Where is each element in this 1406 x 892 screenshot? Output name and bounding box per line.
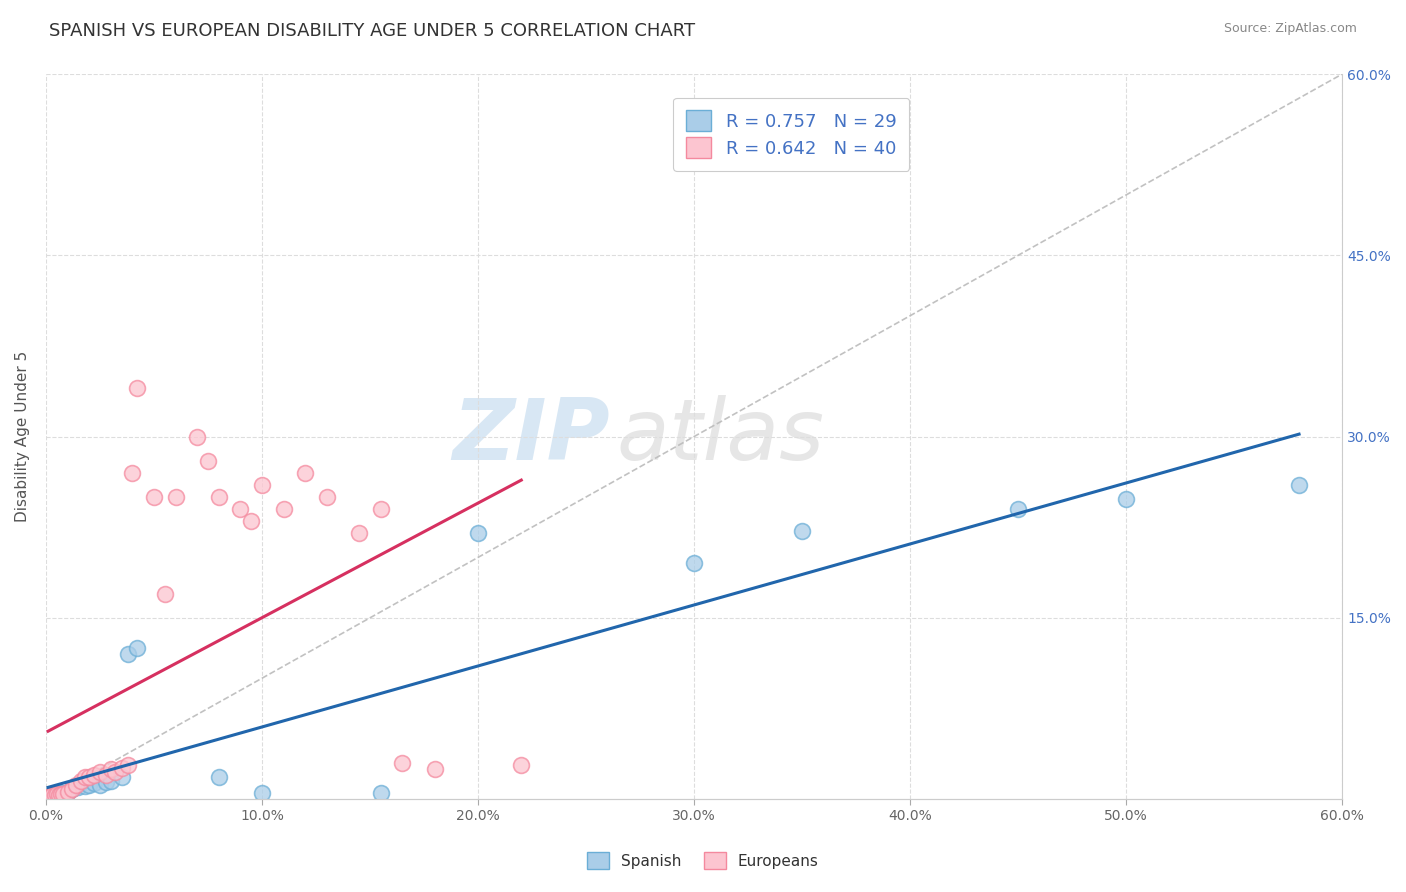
Point [39, 789, 62, 804]
Point [294, 466, 316, 480]
Point [65, 778, 87, 792]
Text: atlas: atlas [616, 395, 824, 478]
Point [39, 789, 62, 803]
Point [48, 789, 70, 803]
Point [69, 773, 91, 788]
Point [83, 768, 105, 782]
Point [315, 490, 337, 504]
Point [370, 786, 392, 800]
Point [683, 557, 706, 571]
Point [52, 787, 75, 801]
Point [273, 502, 295, 516]
Point [37, 789, 59, 804]
Point [60, 782, 83, 797]
Point [96, 775, 118, 789]
Point [153, 587, 176, 601]
Point [423, 762, 446, 776]
Point [67, 780, 90, 794]
Point [510, 758, 533, 772]
Point [89, 765, 111, 780]
Point [110, 761, 132, 775]
Point [229, 502, 252, 516]
Point [208, 490, 231, 504]
Point [56, 785, 79, 799]
Point [143, 490, 166, 504]
Point [125, 381, 148, 395]
Point [1288, 478, 1310, 492]
Point [52, 787, 75, 801]
Point [45, 789, 67, 803]
Point [100, 762, 122, 776]
Point [349, 526, 371, 541]
Point [110, 770, 132, 784]
Point [165, 490, 187, 504]
Point [370, 502, 392, 516]
Point [240, 514, 263, 528]
Point [197, 453, 219, 467]
Text: SPANISH VS EUROPEAN DISABILITY AGE UNDER 5 CORRELATION CHART: SPANISH VS EUROPEAN DISABILITY AGE UNDER… [49, 22, 696, 40]
Point [89, 778, 111, 792]
Point [49, 786, 72, 800]
Legend: R = 0.757   N = 29, R = 0.642   N = 40: R = 0.757 N = 29, R = 0.642 N = 40 [673, 97, 910, 171]
Point [37, 789, 59, 804]
Point [250, 478, 273, 492]
Point [467, 526, 489, 541]
Point [41, 789, 63, 803]
Point [49, 787, 72, 801]
Point [77, 778, 100, 792]
Point [73, 770, 96, 784]
Point [77, 770, 100, 784]
Point [45, 787, 67, 801]
Point [60, 782, 83, 797]
Y-axis label: Disability Age Under 5: Disability Age Under 5 [15, 351, 30, 522]
Point [121, 466, 143, 480]
Point [83, 776, 105, 790]
Point [48, 789, 70, 803]
Point [391, 756, 413, 770]
Point [250, 786, 273, 800]
Point [41, 789, 63, 803]
Point [792, 524, 814, 538]
Point [73, 779, 96, 793]
Point [125, 640, 148, 655]
Point [96, 768, 118, 782]
Text: ZIP: ZIP [453, 395, 610, 478]
Text: Source: ZipAtlas.com: Source: ZipAtlas.com [1223, 22, 1357, 36]
Point [1007, 502, 1029, 516]
Point [1115, 492, 1137, 507]
Point [208, 770, 231, 784]
Point [44, 789, 66, 803]
Point [117, 758, 139, 772]
Point [56, 785, 79, 799]
Point [100, 773, 122, 788]
Legend: Spanish, Europeans: Spanish, Europeans [581, 846, 825, 875]
Point [117, 647, 139, 661]
Point [186, 429, 208, 443]
Point [104, 765, 127, 780]
Point [44, 787, 66, 801]
